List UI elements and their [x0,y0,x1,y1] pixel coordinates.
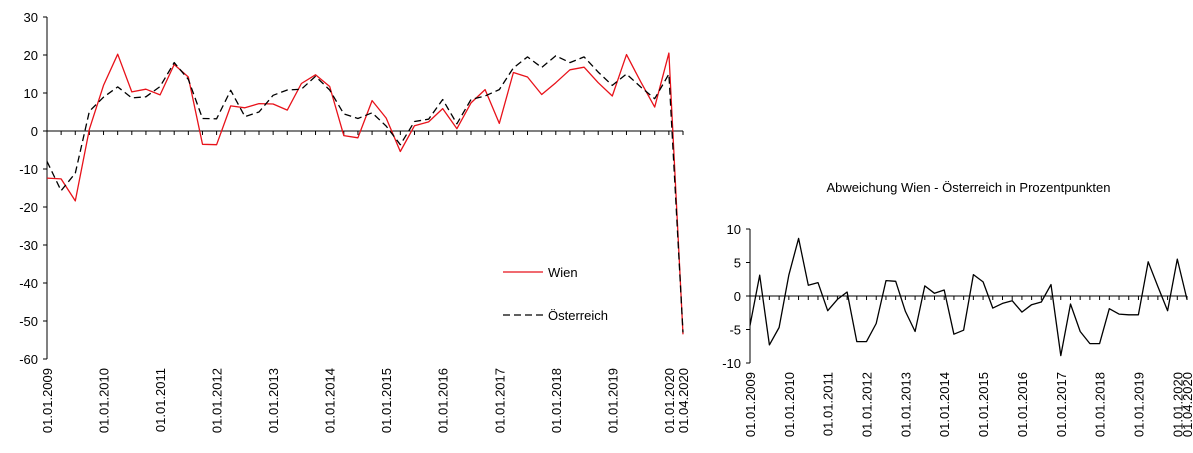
y-tick-label: 30 [24,10,38,25]
series-line-1 [749,237,1188,357]
x-tick-label: 01.01.2009 [743,372,758,437]
x-tick-label: 01.01.2015 [976,372,991,437]
x-tick-label: 01.01.2012 [210,368,225,433]
x-tick-label: 01.04.2020 [676,368,691,433]
x-tick-label: 01.01.2009 [40,368,55,433]
series-line--sterreich [46,55,684,333]
x-tick-label: 01.01.2020 [662,368,677,433]
legend-label: Österreich [548,308,608,323]
y-tick-label: -10 [722,356,741,371]
x-tick-label: 01.01.2013 [266,368,281,433]
chart-title: Abweichung Wien - Österreich in Prozentp… [827,180,1111,195]
x-tick-label: 01.01.2016 [436,368,451,433]
y-tick-label: -10 [19,162,38,177]
x-tick-label: 01.01.2016 [1015,372,1030,437]
x-tick-label: 01.01.2010 [97,368,112,433]
y-tick-label: 10 [727,222,741,237]
y-tick-label: -60 [19,352,38,367]
y-tick-label: -20 [19,200,38,215]
y-tick-label: 0 [31,124,38,139]
x-tick-label: 01.01.2014 [323,368,338,433]
y-tick-label: 10 [24,86,38,101]
x-tick-label: 01.01.2020 [1170,372,1185,437]
x-tick-label: 01.01.2018 [549,368,564,433]
x-tick-label: 01.01.2019 [605,368,620,433]
x-tick-label: 01.01.2010 [782,372,797,437]
y-tick-label: -5 [729,323,741,338]
x-tick-label: 01.04.2020 [1180,372,1193,437]
x-tick-label: 01.01.2017 [492,368,507,433]
x-tick-label: 01.01.2018 [1093,372,1108,437]
y-tick-label: 20 [24,48,38,63]
x-tick-label: 01.01.2017 [1054,372,1069,437]
x-tick-label: 01.01.2019 [1131,372,1146,437]
y-tick-label: 0 [734,289,741,304]
x-tick-label: 01.01.2012 [860,372,875,437]
y-tick-label: -50 [19,314,38,329]
x-tick-label: 01.01.2011 [153,368,168,432]
y-tick-label: -40 [19,276,38,291]
series-line-wien [46,52,684,335]
x-tick-label: 01.01.2013 [898,372,913,437]
legend-label: Wien [548,265,578,280]
x-tick-label: 01.01.2014 [937,372,952,437]
x-tick-label: 01.01.2015 [379,368,394,433]
chart-2: Abweichung Wien - Österreich in Prozentp… [722,180,1193,437]
x-tick-label: 01.01.2011 [821,372,836,436]
y-tick-label: 5 [734,256,741,271]
y-tick-label: -30 [19,238,38,253]
